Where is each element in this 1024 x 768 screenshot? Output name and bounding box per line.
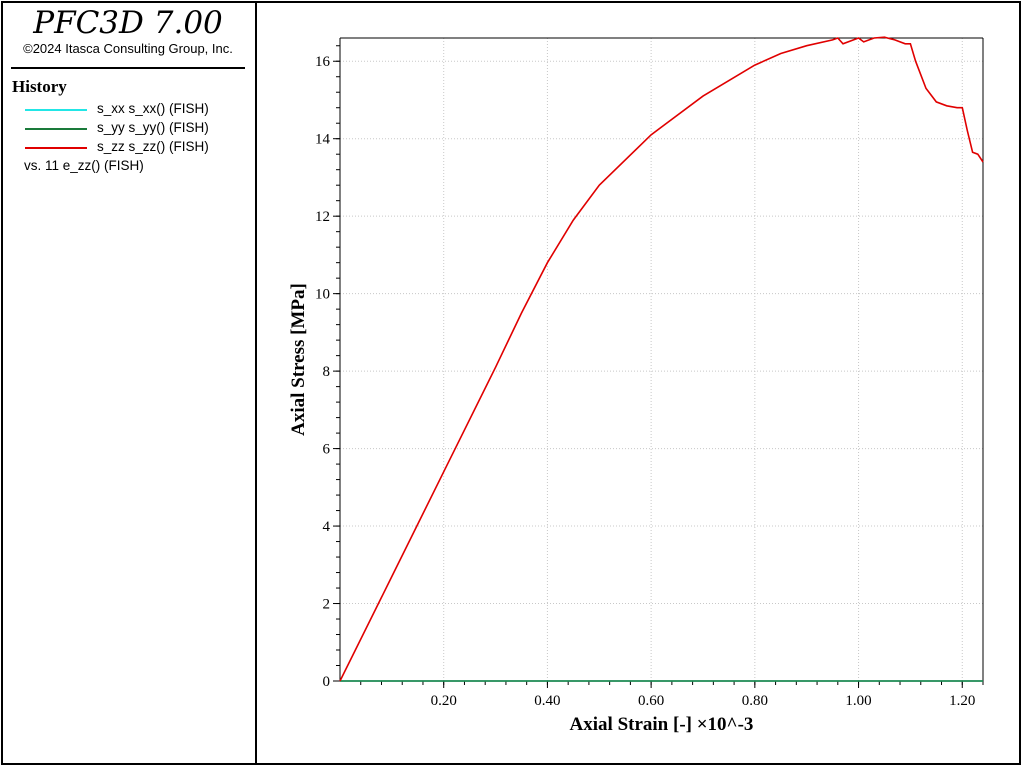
y-tick-label: 14 <box>315 132 331 148</box>
legend-label: s_zz s_zz() (FISH) <box>97 139 209 154</box>
x-tick-label: 0.80 <box>742 693 768 709</box>
y-tick-label: 8 <box>323 364 331 380</box>
y-tick-label: 16 <box>315 54 331 70</box>
legend-panel: PFC3D 7.00 ©2024 Itasca Consulting Group… <box>1 1 257 765</box>
x-tick-label: 0.40 <box>534 693 560 709</box>
y-tick-label: 10 <box>315 287 330 303</box>
legend-label: s_xx s_xx() (FISH) <box>97 101 209 116</box>
x-tick-label: 1.20 <box>949 693 975 709</box>
axes <box>339 37 984 682</box>
legend-label: s_yy s_yy() (FISH) <box>97 120 209 135</box>
ticks: 0 2 4 6 8 10 12 14 16 0.20 0.40 0.60 0.80 1.00 1.20 <box>315 45 984 709</box>
x-axis-title: Axial Strain [-] ×10^-3 <box>570 714 754 735</box>
legend-line-icon <box>25 147 87 149</box>
history-title: History <box>12 77 67 96</box>
y-tick-label: 12 <box>315 209 330 225</box>
grid <box>340 38 983 681</box>
y-tick-label: 6 <box>323 442 331 458</box>
x-tick-label: 0.60 <box>638 693 664 709</box>
chart-area: 0 2 4 6 8 10 12 14 16 0.20 0.40 0.60 0.80 1.00 1.20 Ax… <box>288 36 984 735</box>
y-axis-title: Axial Stress [MPa] <box>288 283 309 436</box>
series-group <box>339 36 984 682</box>
legend-line-icon <box>25 109 87 111</box>
divider <box>11 67 245 69</box>
y-tick-label: 4 <box>323 519 331 535</box>
legend-line-icon <box>25 128 87 130</box>
x-tick-label: 1.00 <box>845 693 871 709</box>
y-tick-label: 2 <box>323 597 331 613</box>
app-title: PFC3D 7.00 <box>33 5 223 41</box>
copyright-text: ©2024 Itasca Consulting Group, Inc. <box>23 41 233 56</box>
series-line <box>339 36 984 682</box>
y-tick-label: 0 <box>323 674 331 690</box>
x-tick-label: 0.20 <box>431 693 457 709</box>
x-variable-label: vs. 11 e_zz() (FISH) <box>24 158 144 173</box>
